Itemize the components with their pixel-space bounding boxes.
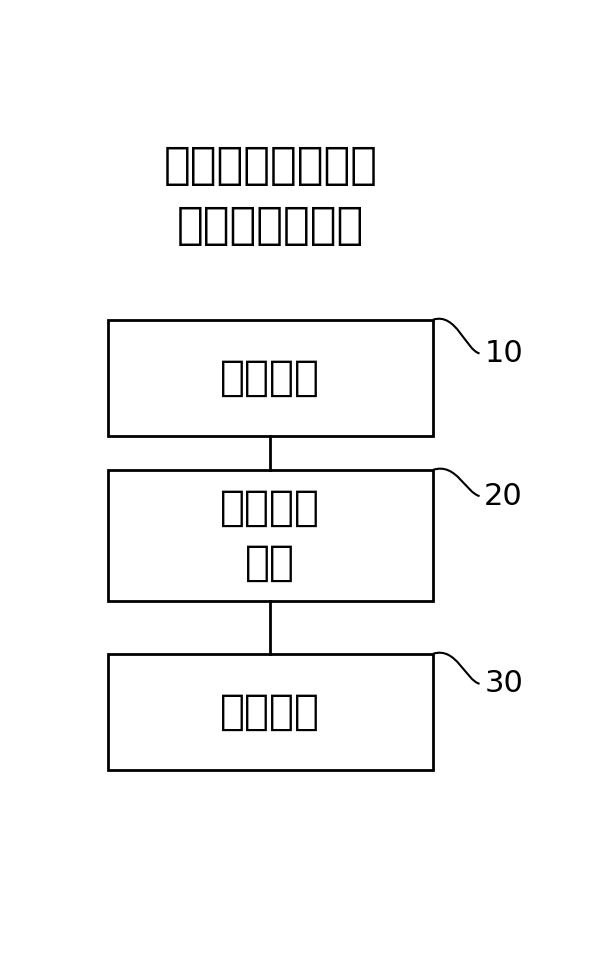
Text: 20: 20	[484, 482, 523, 511]
Bar	[107, 654, 433, 770]
Bar	[107, 320, 433, 436]
Text: 状态监测
模块: 状态监测 模块	[220, 487, 320, 584]
Text: 采集模块: 采集模块	[220, 357, 320, 399]
Text: 励磁机的旋转二极
管状态监测装置: 励磁机的旋转二极 管状态监测装置	[163, 144, 377, 248]
Text: 报警模块: 报警模块	[220, 691, 320, 733]
Text: 10: 10	[484, 339, 523, 368]
Bar	[107, 470, 433, 602]
Text: 30: 30	[484, 669, 523, 698]
